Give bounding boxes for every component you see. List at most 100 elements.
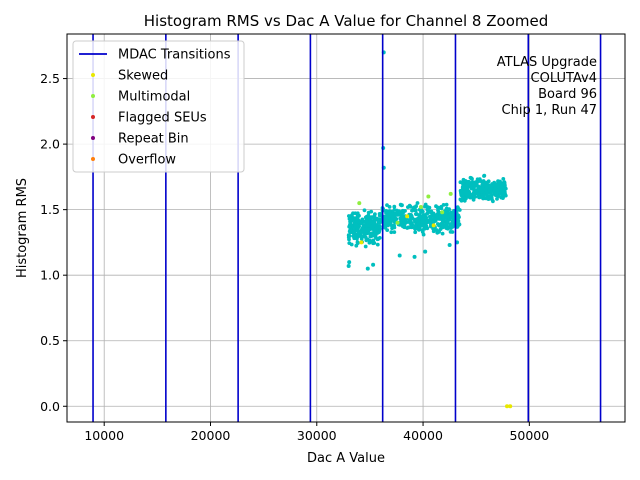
legend-dot-marker: [91, 94, 95, 98]
data-point: [421, 223, 426, 228]
data-point-outlier: [346, 264, 351, 269]
data-point: [467, 180, 472, 185]
data-point: [399, 219, 403, 224]
legend-label: MDAC Transitions: [118, 48, 231, 63]
data-point: [364, 238, 369, 243]
data-point: [355, 240, 360, 245]
data-point: [407, 203, 412, 208]
data-point: [388, 217, 393, 222]
data-point: [365, 228, 370, 233]
data-point: [373, 232, 377, 236]
data-point-outlier: [423, 249, 428, 254]
data-point: [486, 184, 490, 188]
data-point: [347, 237, 351, 242]
data-point: [415, 201, 420, 205]
data-point: [416, 220, 421, 224]
data-point: [434, 228, 439, 233]
data-point-skewed: [359, 240, 364, 245]
legend-dot-marker: [91, 115, 95, 119]
data-point: [450, 230, 455, 234]
data-point: [353, 222, 358, 227]
x-tick-label: 40000: [403, 428, 443, 443]
data-point: [448, 222, 453, 226]
annotation-line: COLUTAv4: [531, 71, 597, 86]
data-point-outlier: [347, 260, 352, 265]
data-point: [377, 226, 382, 230]
data-point: [368, 232, 373, 237]
data-point: [445, 219, 450, 224]
data-point: [410, 208, 414, 213]
data-point: [479, 189, 483, 193]
data-point-outlier: [371, 262, 376, 267]
data-point: [481, 180, 486, 184]
data-point: [466, 194, 471, 199]
data-point: [482, 174, 486, 178]
scatter-points: [346, 50, 513, 409]
data-point: [347, 241, 352, 246]
data-point: [394, 217, 399, 221]
data-point-multimodal: [357, 201, 362, 206]
data-point: [475, 179, 480, 184]
data-point: [447, 207, 451, 212]
data-point: [386, 221, 391, 226]
legend-label: Repeat Bin: [118, 132, 189, 147]
data-point: [459, 198, 464, 203]
data-point: [399, 216, 403, 220]
data-point-multimodal: [395, 220, 400, 225]
data-point: [495, 183, 500, 188]
legend-dot-marker: [91, 136, 95, 140]
legend-dot-marker: [91, 157, 95, 161]
x-tick-label: 20000: [191, 428, 231, 443]
data-point: [385, 213, 390, 218]
data-point: [392, 230, 397, 235]
data-point: [441, 203, 446, 207]
data-point: [371, 239, 375, 243]
data-point-outlier: [412, 254, 417, 259]
data-point: [492, 184, 496, 188]
data-point: [362, 208, 367, 213]
data-point: [444, 202, 449, 207]
data-point: [481, 196, 485, 201]
data-point: [501, 192, 505, 196]
data-point-skewed: [431, 223, 436, 228]
data-point: [488, 187, 493, 191]
data-point: [487, 194, 492, 198]
data-point: [461, 190, 466, 195]
data-point: [375, 237, 380, 242]
data-point: [376, 218, 381, 223]
data-point: [482, 193, 486, 197]
legend-label: Flagged SEUs: [118, 111, 207, 126]
data-point: [410, 216, 415, 221]
data-point: [500, 182, 505, 187]
data-point: [441, 220, 445, 225]
x-tick-label: 50000: [509, 428, 549, 443]
data-point: [356, 231, 361, 235]
data-point-multimodal: [426, 194, 431, 199]
y-tick-label: 1.5: [40, 202, 60, 217]
x-axis-label: Dac A Value: [307, 451, 385, 466]
data-point: [489, 190, 493, 195]
data-point: [350, 218, 355, 223]
data-point: [477, 186, 482, 190]
annotation-line: Board 96: [538, 87, 597, 102]
data-point: [399, 203, 404, 208]
data-point: [383, 222, 388, 226]
data-point: [424, 224, 429, 229]
data-point: [440, 231, 445, 236]
data-point-skewed: [505, 404, 510, 409]
data-point-multimodal: [418, 205, 423, 210]
data-point: [367, 220, 372, 225]
legend-box: [72, 40, 245, 173]
data-point: [461, 186, 466, 191]
data-point: [392, 204, 397, 209]
data-point: [384, 216, 389, 221]
data-point: [366, 210, 371, 215]
data-point: [354, 243, 359, 248]
data-point: [434, 204, 438, 209]
data-point-skewed: [508, 404, 513, 409]
data-point: [471, 196, 476, 201]
data-point: [468, 175, 473, 180]
data-point: [391, 212, 396, 217]
annotation-line: ATLAS Upgrade: [497, 55, 597, 70]
